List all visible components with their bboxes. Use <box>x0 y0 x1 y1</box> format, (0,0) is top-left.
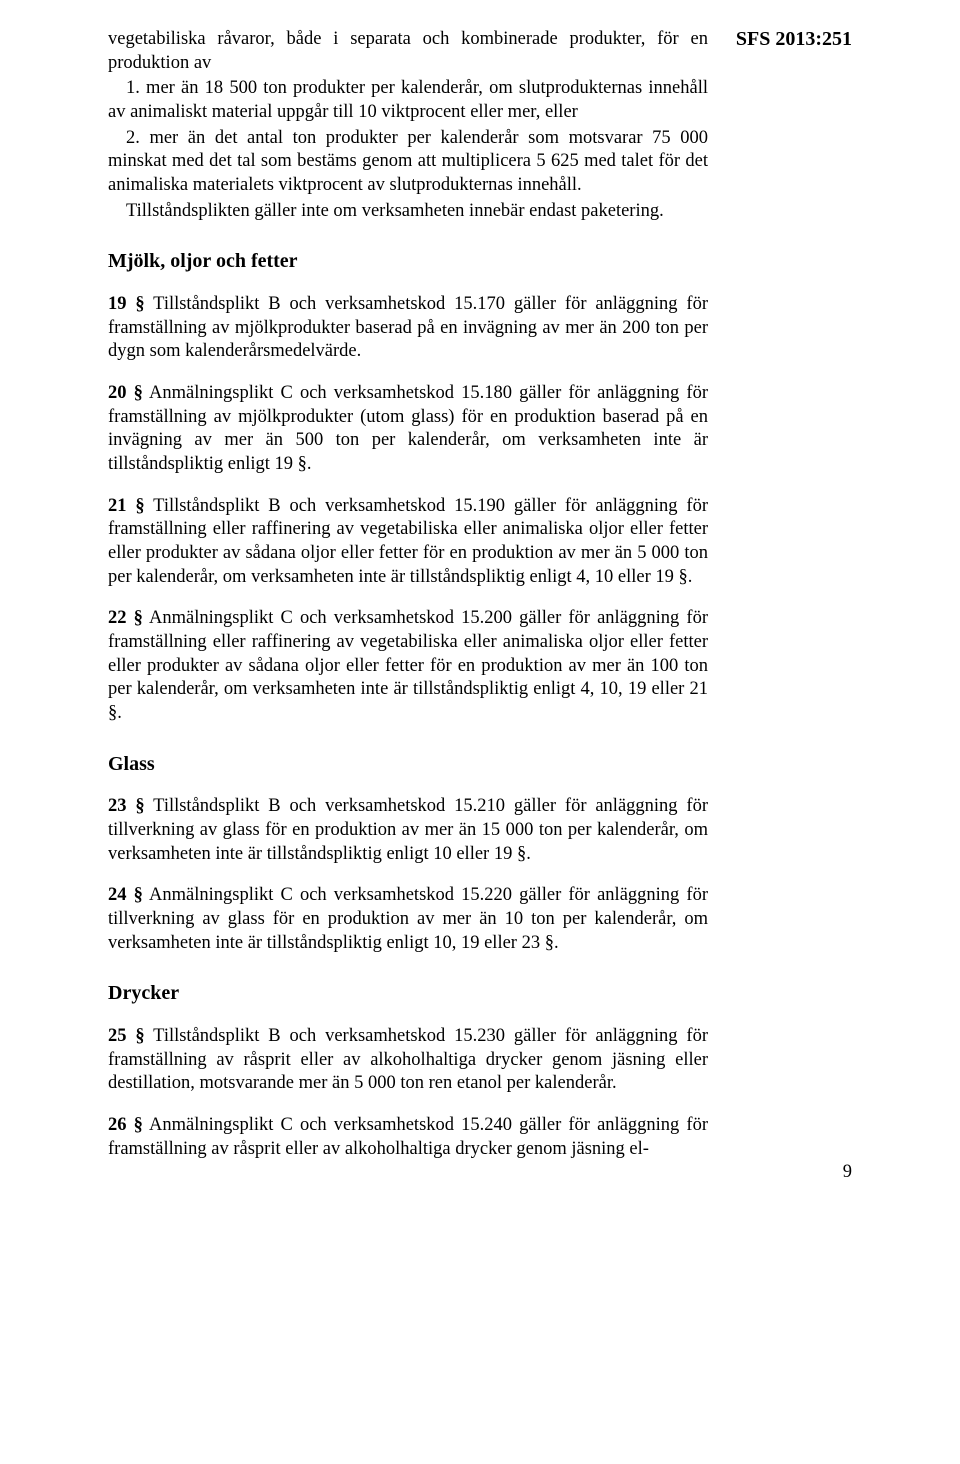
entry-26-text: Anmälningsplikt C och verksamhetskod 15.… <box>108 1115 708 1159</box>
intro-tail: Tillståndsplikten gäller inte om verksam… <box>108 200 708 224</box>
entry-21-lead: 21 § <box>108 496 145 516</box>
entry-24: 24 § Anmälningsplikt C och verksamhetsko… <box>108 884 708 955</box>
entry-25: 25 § Tillståndsplikt B och verksamhetsko… <box>108 1025 708 1096</box>
intro-paragraph: vegetabiliska råvaror, både i separata o… <box>108 28 708 75</box>
entry-22-lead: 22 § <box>108 608 143 628</box>
entry-20-lead: 20 § <box>108 383 143 403</box>
entry-19-lead: 19 § <box>108 294 145 314</box>
intro-item-2: 2. mer än det antal ton produkter per ka… <box>108 127 708 198</box>
entry-25-text: Tillståndsplikt B och verksamhetskod 15.… <box>108 1026 708 1093</box>
section-heading-glass: Glass <box>108 752 708 778</box>
entry-19-text: Tillståndsplikt B och verksamhetskod 15.… <box>108 294 708 361</box>
entry-21: 21 § Tillståndsplikt B och verksamhetsko… <box>108 495 708 590</box>
entry-23-lead: 23 § <box>108 796 145 816</box>
entry-23: 23 § Tillståndsplikt B och verksamhetsko… <box>108 795 708 866</box>
section-heading-drycker: Drycker <box>108 981 708 1007</box>
sfs-reference: SFS 2013:251 <box>736 28 852 51</box>
document-body: vegetabiliska råvaror, både i separata o… <box>108 28 708 1161</box>
entry-26-lead: 26 § <box>108 1115 143 1135</box>
entry-26: 26 § Anmälningsplikt C och verksamhetsko… <box>108 1114 708 1161</box>
page-number: 9 <box>843 1162 852 1183</box>
entry-20-text: Anmälningsplikt C och verksamhetskod 15.… <box>108 383 708 474</box>
entry-22: 22 § Anmälningsplikt C och verksamhetsko… <box>108 607 708 725</box>
entry-20: 20 § Anmälningsplikt C och verksamhetsko… <box>108 382 708 477</box>
entry-23-text: Tillståndsplikt B och verksamhetskod 15.… <box>108 796 708 863</box>
entry-22-text: Anmälningsplikt C och verksamhetskod 15.… <box>108 608 708 723</box>
entry-24-lead: 24 § <box>108 885 143 905</box>
intro-item-1: 1. mer än 18 500 ton produkter per kalen… <box>108 77 708 124</box>
entry-24-text: Anmälningsplikt C och verksamhetskod 15.… <box>108 885 708 952</box>
entry-19: 19 § Tillståndsplikt B och verksamhetsko… <box>108 293 708 364</box>
entry-25-lead: 25 § <box>108 1026 145 1046</box>
entry-21-text: Tillståndsplikt B och verksamhetskod 15.… <box>108 496 708 587</box>
section-heading-mjolk: Mjölk, oljor och fetter <box>108 249 708 275</box>
